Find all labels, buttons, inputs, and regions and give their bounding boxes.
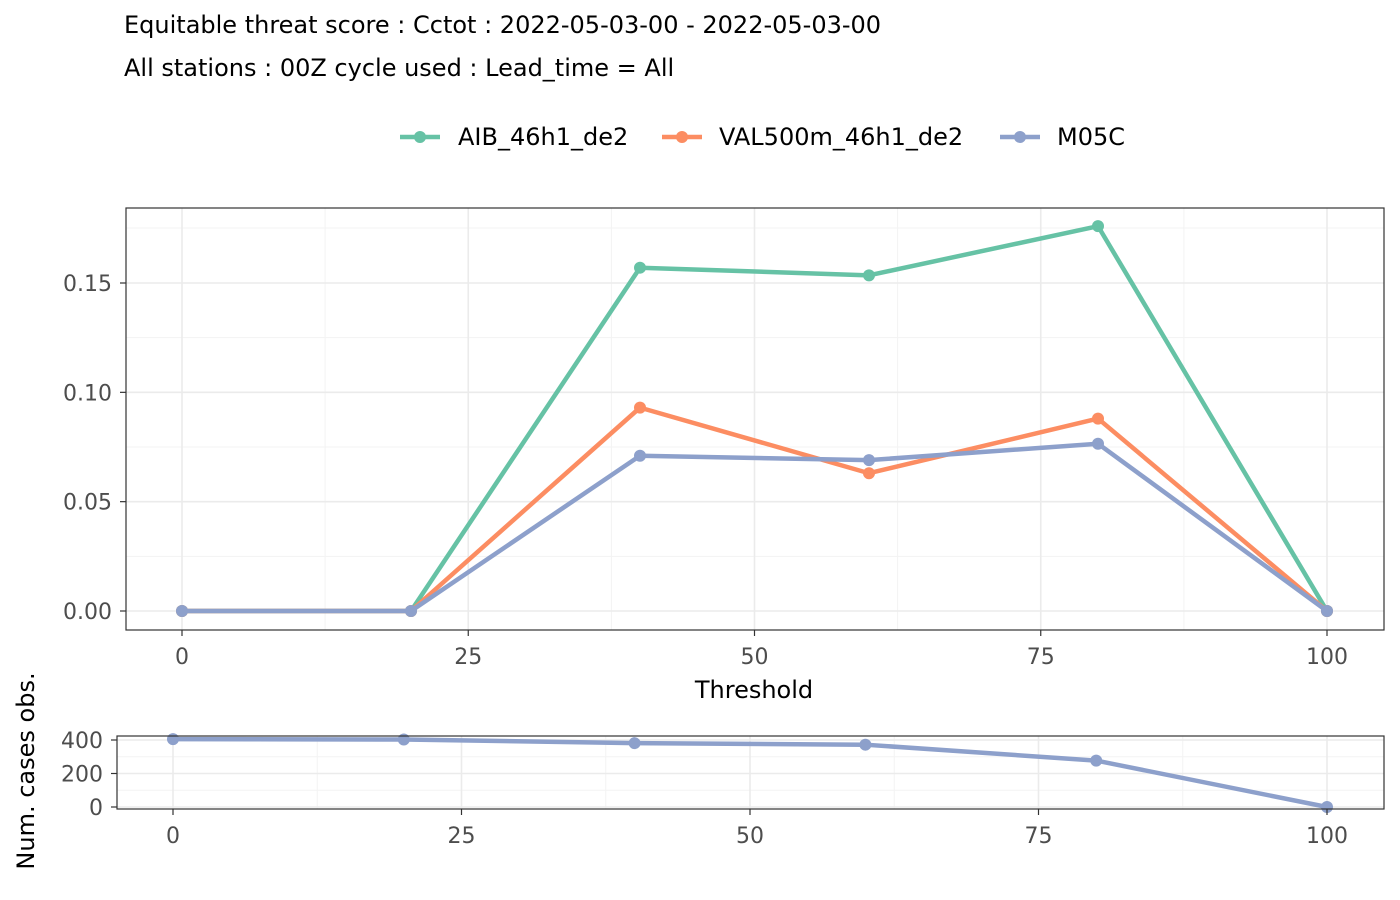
data-point <box>634 401 646 414</box>
count-data-point <box>628 737 641 750</box>
y-tick-label: 0.05 <box>63 491 112 516</box>
legend: AIB_46h1_de2 VAL500m_46h1_de2 M05C <box>400 123 1125 151</box>
y-tick-label: 0.00 <box>63 600 112 625</box>
count-y-tick-label: 0 <box>89 796 103 821</box>
count-plot-panel: 0 200 400 0 25 50 75 100 <box>61 729 1385 849</box>
legend-label: VAL500m_46h1_de2 <box>719 123 963 151</box>
x-axis-title: Threshold <box>694 676 813 704</box>
count-x-tick-label: 25 <box>448 824 476 849</box>
legend-item-1: VAL500m_46h1_de2 <box>662 123 963 151</box>
main-plot-panel: 0.00 0.05 0.10 0.15 0 25 50 75 100 <box>63 207 1385 670</box>
legend-label: M05C <box>1057 123 1125 151</box>
data-point <box>863 467 875 480</box>
legend-key-point <box>676 131 688 143</box>
legend-label: AIB_46h1_de2 <box>458 123 628 151</box>
legend-key-point <box>414 131 426 143</box>
legend-key-point <box>1014 131 1026 143</box>
data-point <box>176 605 188 617</box>
data-point <box>634 261 646 274</box>
count-x-tick-label: 0 <box>166 824 180 849</box>
y-tick-label: 0.10 <box>63 381 112 406</box>
data-point <box>405 605 417 617</box>
data-point <box>1092 220 1104 233</box>
legend-item-0: AIB_46h1_de2 <box>400 123 628 151</box>
x-tick-label: 50 <box>741 645 769 670</box>
legend-item-2: M05C <box>1000 123 1125 151</box>
count-series-line <box>172 736 1328 810</box>
series-line-2 <box>182 441 1329 614</box>
data-point <box>634 449 646 462</box>
count-data-point <box>167 733 179 746</box>
count-data-point <box>1321 801 1333 813</box>
count-x-tick-label: 100 <box>1306 824 1348 849</box>
count-y-axis-title: Num. cases obs. <box>12 672 40 869</box>
count-data-point <box>1090 754 1103 767</box>
data-point <box>863 454 875 467</box>
count-x-tick-label: 50 <box>736 824 764 849</box>
count-y-tick-label: 200 <box>61 763 103 788</box>
y-tick-label: 0.15 <box>63 272 112 297</box>
count-y-tick-label: 400 <box>61 729 103 754</box>
x-tick-label: 100 <box>1306 645 1348 670</box>
x-tick-label: 25 <box>454 645 482 670</box>
data-point <box>1321 605 1333 617</box>
count-x-tick-label: 75 <box>1025 824 1053 849</box>
data-point <box>1092 437 1104 450</box>
chart-title: Equitable threat score : Cctot : 2022-05… <box>124 11 881 39</box>
count-data-point <box>859 738 872 751</box>
count-data-point <box>397 733 410 746</box>
chart-subtitle: All stations : 00Z cycle used : Lead_tim… <box>124 54 674 82</box>
x-tick-label: 0 <box>175 645 189 670</box>
x-tick-label: 75 <box>1027 645 1055 670</box>
data-point <box>863 269 875 282</box>
data-point <box>1092 412 1104 425</box>
